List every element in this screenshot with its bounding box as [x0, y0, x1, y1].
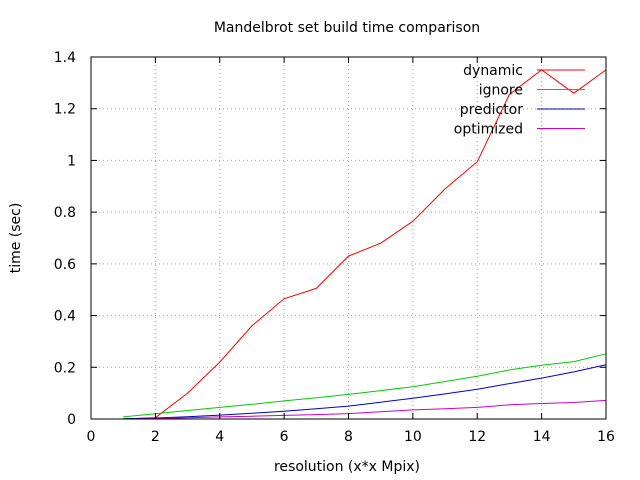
- y-tick-label: 0.8: [54, 205, 76, 221]
- x-tick-label: 6: [280, 429, 289, 445]
- series-line-dynamic: [123, 69, 607, 420]
- x-axis-label: resolution (x*x Mpix): [274, 459, 420, 475]
- legend-label-optimized: optimized: [454, 122, 523, 138]
- legend-label-ignore: ignore: [479, 83, 523, 99]
- y-tick-label: 0: [67, 412, 76, 428]
- series-line-ignore: [123, 353, 607, 418]
- ticks: 0 2 4 6 8 10 12 14 16 0 0.2 0.4 0.6 0.8 1 1.2 1.4: [54, 50, 615, 445]
- chart-title: Mandelbrot set build time comparison: [214, 20, 480, 36]
- x-tick-label: 10: [404, 429, 422, 445]
- series-line-predictor: [123, 364, 607, 420]
- y-tick-label: 0.6: [54, 257, 76, 273]
- plot-lines: [123, 69, 607, 420]
- grid: [91, 57, 606, 419]
- x-tick-label: 0: [87, 429, 96, 445]
- y-tick-label: 1.4: [54, 50, 76, 66]
- y-tick-label: 0.4: [54, 309, 76, 325]
- legend-label-dynamic: dynamic: [463, 63, 523, 79]
- x-tick-label: 4: [215, 429, 224, 445]
- x-tick-label: 2: [151, 429, 160, 445]
- y-tick-label: 0.2: [54, 360, 76, 376]
- x-tick-label: 14: [533, 429, 551, 445]
- x-tick-label: 12: [468, 429, 486, 445]
- y-axis-label: time (sec): [8, 203, 24, 274]
- x-tick-label: 16: [597, 429, 615, 445]
- y-tick-label: 1: [67, 153, 76, 169]
- y-tick-label: 1.2: [54, 102, 76, 118]
- legend: dynamic ignore predictor optimized: [454, 63, 585, 138]
- series-line-optimized: [123, 399, 607, 420]
- x-tick-label: 8: [344, 429, 353, 445]
- legend-label-predictor: predictor: [460, 102, 523, 118]
